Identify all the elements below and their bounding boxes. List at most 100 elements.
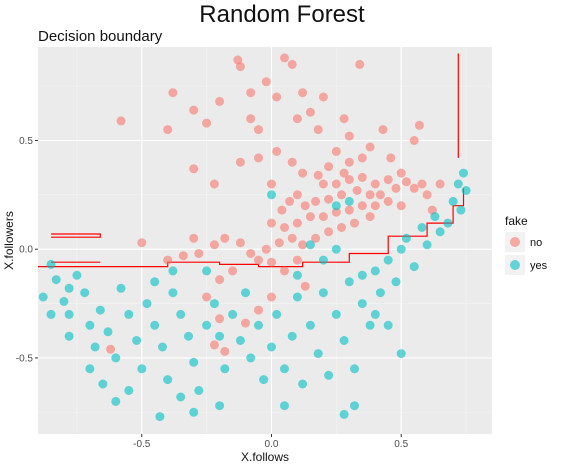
point-no — [401, 177, 411, 187]
data-points — [38, 53, 471, 422]
point-yes — [272, 309, 282, 319]
point-no — [254, 305, 263, 315]
legend-key-no — [510, 237, 520, 247]
point-no — [163, 255, 173, 265]
point-yes — [95, 305, 105, 315]
point-yes — [401, 233, 411, 243]
point-no — [254, 125, 263, 135]
legend-key-yes — [510, 260, 520, 270]
point-no — [331, 207, 341, 217]
point-yes — [209, 299, 219, 309]
point-yes — [176, 392, 186, 402]
point-no — [298, 88, 308, 98]
point-yes — [331, 244, 341, 254]
axis-ticks: -0.5 0.0 0.5 -0.5 0.0 0.5 — [16, 136, 409, 450]
point-no — [375, 190, 385, 200]
point-yes — [132, 336, 142, 345]
point-yes — [396, 244, 406, 254]
point-no — [414, 120, 424, 130]
point-yes — [435, 227, 445, 237]
point-no — [235, 62, 245, 72]
point-no — [352, 186, 362, 195]
point-yes — [267, 190, 276, 200]
point-no — [292, 114, 302, 124]
point-no — [324, 162, 334, 172]
point-no — [241, 318, 250, 328]
point-yes — [305, 240, 315, 250]
point-yes — [357, 270, 367, 280]
point-no — [292, 255, 302, 265]
point-yes — [453, 179, 463, 189]
point-no — [254, 255, 263, 265]
point-yes — [267, 342, 276, 352]
point-yes — [158, 342, 167, 352]
point-yes — [46, 259, 56, 269]
point-yes — [241, 288, 250, 298]
point-no — [287, 233, 297, 243]
point-yes — [365, 320, 375, 330]
point-no — [261, 244, 271, 254]
point-yes — [298, 379, 308, 389]
point-no — [365, 212, 375, 222]
point-no — [272, 146, 282, 156]
point-no — [422, 190, 432, 200]
point-yes — [396, 349, 406, 359]
point-yes — [189, 407, 199, 417]
point-yes — [59, 296, 69, 306]
point-no — [106, 344, 116, 354]
point-no — [305, 107, 315, 117]
point-yes — [215, 331, 225, 341]
point-no — [324, 227, 334, 237]
point-no — [391, 183, 401, 193]
point-yes — [254, 320, 263, 330]
point-yes — [357, 299, 367, 309]
point-no — [409, 136, 419, 145]
legend: fake no yes — [505, 214, 548, 275]
point-yes — [259, 375, 269, 385]
point-no — [396, 168, 406, 178]
point-no — [202, 292, 212, 302]
point-no — [178, 251, 188, 261]
point-no — [417, 179, 427, 189]
point-no — [235, 157, 245, 167]
point-yes — [422, 240, 432, 250]
point-no — [267, 257, 276, 267]
point-no — [396, 201, 406, 211]
decision-boundary — [38, 53, 465, 268]
point-no — [298, 240, 308, 250]
point-no — [280, 223, 289, 232]
point-no — [409, 183, 419, 193]
point-yes — [64, 283, 74, 293]
boundary-segment-0 — [38, 188, 465, 268]
point-no — [168, 88, 178, 98]
point-yes — [246, 353, 256, 363]
point-no — [313, 125, 323, 135]
point-yes — [318, 255, 328, 265]
point-no — [337, 190, 346, 200]
point-yes — [168, 288, 178, 298]
x-tick-label: 0.0 — [265, 439, 279, 450]
point-yes — [80, 288, 90, 298]
point-no — [331, 179, 341, 189]
point-yes — [220, 364, 230, 374]
point-no — [280, 53, 289, 63]
x-axis-label: X.follows — [241, 450, 289, 464]
point-yes — [202, 320, 212, 330]
y-tick-label: 0.5 — [19, 136, 33, 147]
point-no — [383, 175, 393, 185]
point-no — [209, 179, 219, 189]
point-yes — [350, 364, 359, 374]
point-yes — [331, 201, 341, 211]
point-yes — [189, 357, 199, 367]
point-no — [300, 201, 310, 211]
point-no — [287, 59, 297, 69]
point-yes — [215, 401, 225, 411]
point-yes — [184, 331, 193, 341]
point-yes — [339, 409, 349, 419]
point-no — [116, 116, 126, 126]
point-no — [220, 346, 230, 356]
point-no — [383, 196, 393, 206]
point-no — [267, 218, 276, 228]
x-tick-label: 0.5 — [394, 439, 408, 450]
point-no — [370, 179, 380, 189]
